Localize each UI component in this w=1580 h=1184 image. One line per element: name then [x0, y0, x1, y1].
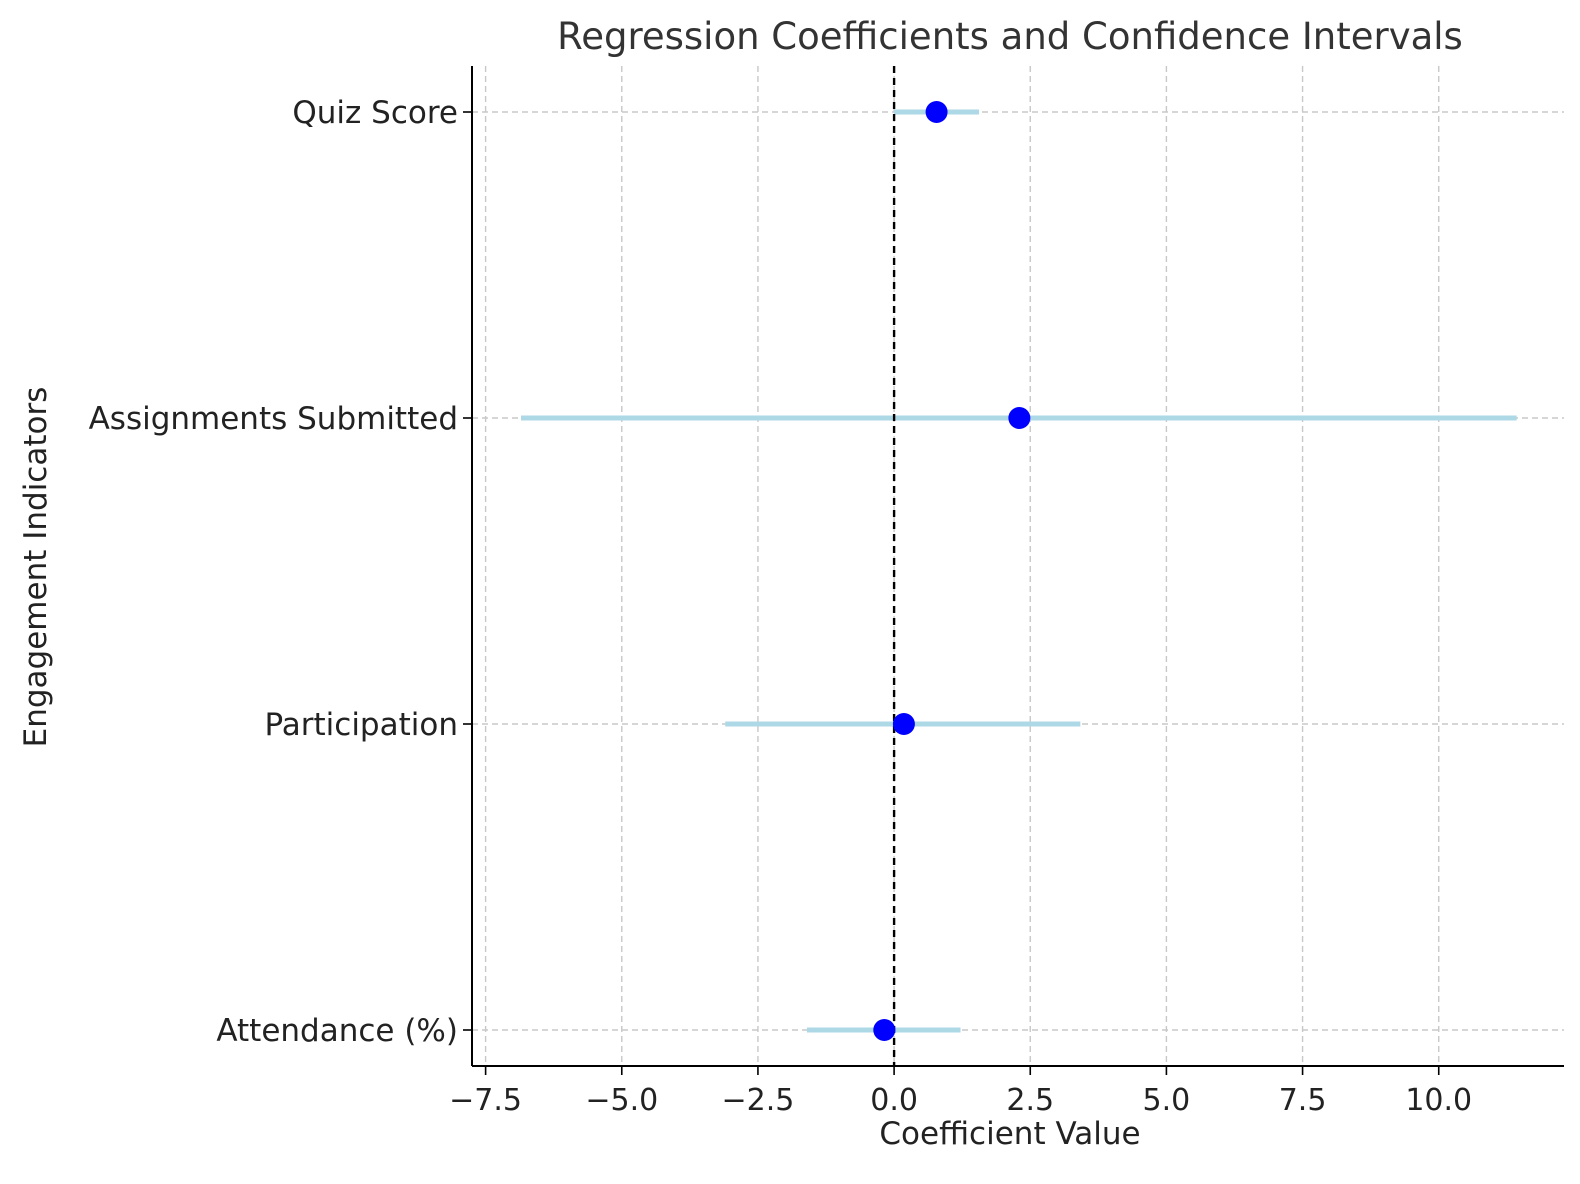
x-tick-label: 0.0	[870, 1083, 918, 1118]
x-tick-label: 10.0	[1405, 1083, 1472, 1118]
coefficient-point	[873, 1019, 896, 1041]
coefficient-point	[1008, 407, 1031, 429]
y-axis-label: Engagement Indicators	[18, 387, 54, 748]
coefficient-point	[925, 101, 948, 123]
x-axis-ticks: −7.5 −5.0 −2.5 0.0 2.5 5.0 7.5 10.0	[449, 1066, 1472, 1118]
x-tick-label: −7.5	[449, 1083, 522, 1118]
axes	[471, 66, 1564, 1067]
y-axis-ticks: Attendance (%) Participation Assignments S…	[89, 95, 472, 1049]
y-tick-label: Participation	[264, 707, 458, 743]
x-tick-label: 5.0	[1143, 1083, 1191, 1118]
coefficient-points	[873, 101, 1031, 1041]
coefficient-point	[892, 713, 915, 735]
y-tick-label: Assignments Submitted	[89, 401, 458, 437]
x-tick-label: −2.5	[722, 1083, 795, 1118]
x-tick-label: −5.0	[585, 1083, 658, 1118]
x-tick-label: 7.5	[1279, 1083, 1327, 1118]
y-tick-label: Attendance (%)	[216, 1013, 458, 1049]
grid-lines	[472, 66, 1564, 1066]
x-tick-label: 2.5	[1006, 1083, 1054, 1118]
x-axis-label: Coefficient Value	[879, 1116, 1140, 1152]
chart-title: Regression Coefficients and Confidence I…	[557, 15, 1463, 58]
y-tick-label: Quiz Score	[292, 95, 458, 131]
